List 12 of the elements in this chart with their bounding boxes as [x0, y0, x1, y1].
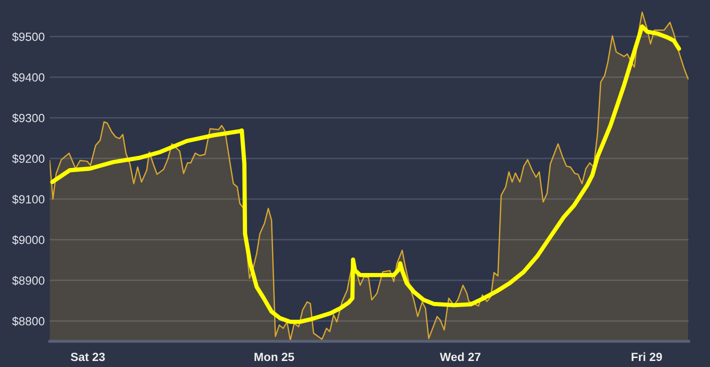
x-tick-label: Mon 25: [254, 352, 294, 362]
y-tick-label: $8900: [12, 276, 44, 286]
x-tick-label: Wed 27: [440, 352, 480, 362]
y-tick-label: $9400: [12, 72, 44, 82]
y-tick-label: $9300: [12, 113, 44, 123]
x-tick-label: Sat 23: [70, 352, 105, 362]
y-tick-label: $9100: [12, 194, 44, 204]
x-tick-label: Fri 29: [632, 352, 662, 362]
y-tick-label: $9200: [12, 154, 44, 164]
y-tick-label: $9500: [12, 32, 44, 42]
y-tick-label: $9000: [12, 235, 44, 245]
y-tick-label: $8800: [12, 316, 44, 326]
